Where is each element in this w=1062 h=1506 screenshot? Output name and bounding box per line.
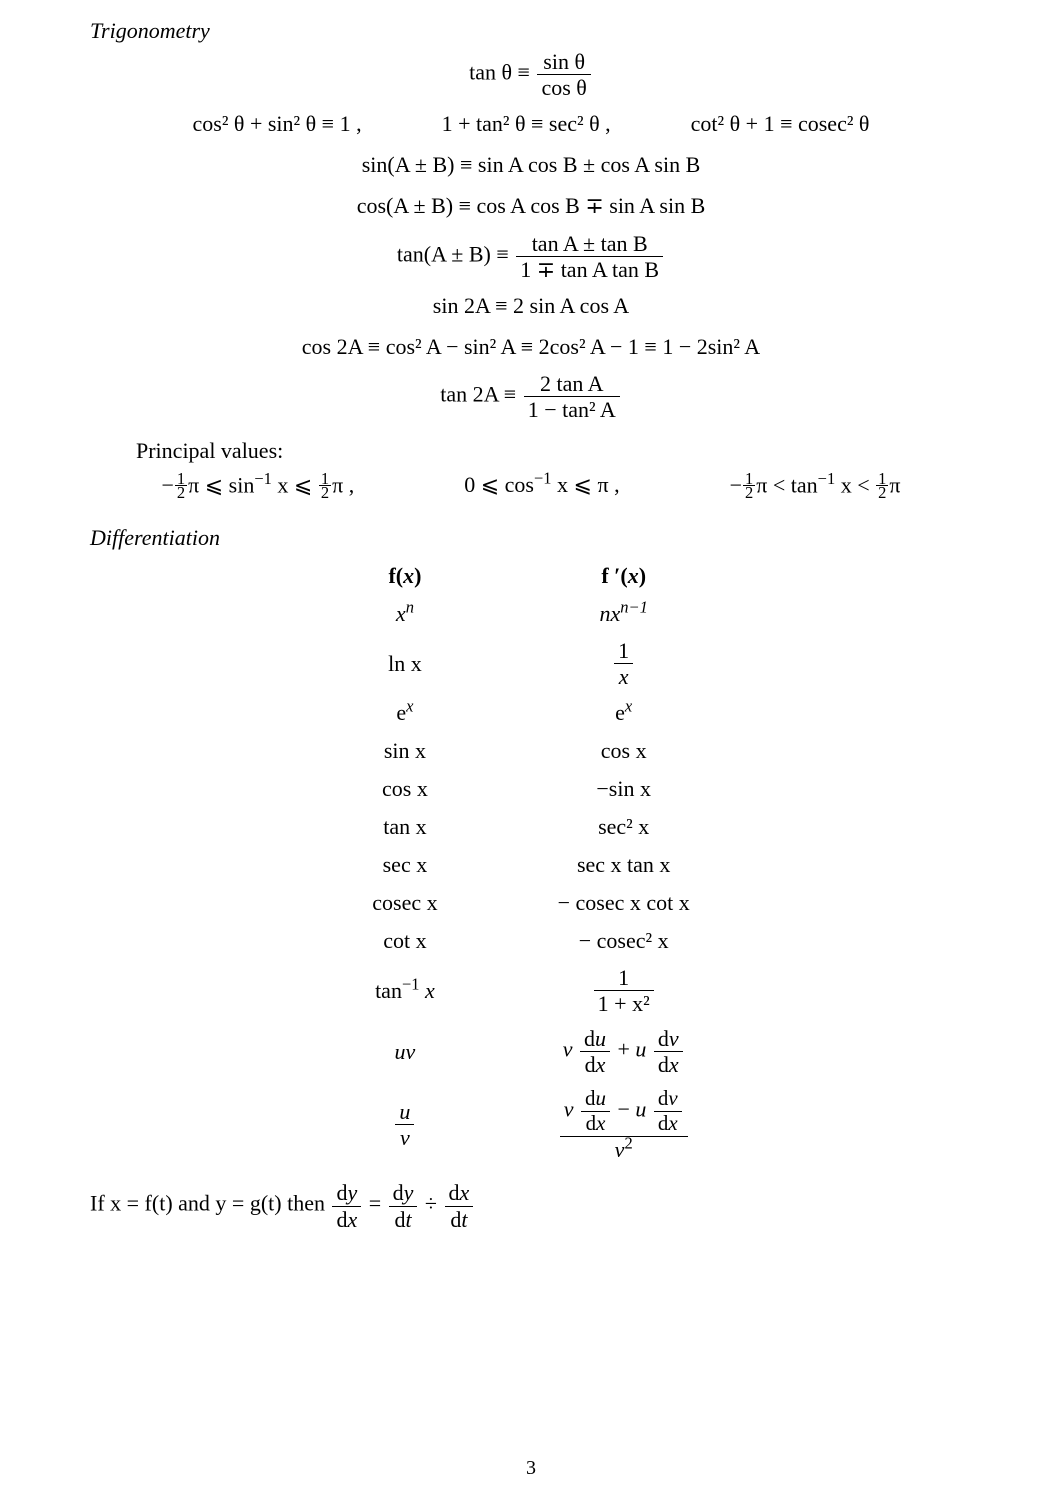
eq-sin-sum: sin(A ± B) ≡ sin A cos B ± cos A sin B xyxy=(90,150,972,181)
small-fraction: 12 xyxy=(175,472,187,499)
fraction: 1 1 + x² xyxy=(592,966,656,1015)
cell-fpx: v du dx − u dv dx v2 xyxy=(498,1082,750,1167)
eq-tan-def: tan θ ≡ sin θ cos θ xyxy=(90,50,972,99)
eq-text: 1 + tan² θ ≡ sec² θ , xyxy=(442,109,611,140)
cell-fpx: sec² x xyxy=(498,808,750,846)
eq-text: tan 2A ≡ xyxy=(440,382,516,407)
table-row: xn nxn−1 xyxy=(312,595,750,633)
cell-fx: xn xyxy=(312,595,497,633)
cell-fpx: 1 x xyxy=(498,633,750,694)
eq-cos-sum: cos(A ± B) ≡ cos A cos B ∓ sin A sin B xyxy=(90,191,972,222)
cell-fx: ln x xyxy=(312,633,497,694)
fraction: du dx xyxy=(579,1088,612,1135)
eq-text: cos² θ + sin² θ ≡ 1 , xyxy=(193,109,362,140)
chain-rule: If x = f(t) and y = g(t) then dy dx = dy… xyxy=(90,1181,972,1230)
small-fraction: 12 xyxy=(743,472,755,499)
principal-values-row: −12π ⩽ sin−1 x ⩽ 12π , 0 ⩽ cos−1 x ⩽ π ,… xyxy=(90,472,972,499)
cell-fx: tan−1 x xyxy=(312,960,497,1021)
cell-fx: cosec x xyxy=(312,884,497,922)
pv-arccos: 0 ⩽ cos−1 x ⩽ π , xyxy=(464,472,619,499)
section-title-trigonometry: Trigonometry xyxy=(90,18,972,44)
fraction: 2 tan A 1 − tan² A xyxy=(522,372,622,421)
table-row: sec x sec x tan x xyxy=(312,846,750,884)
fraction: du dx xyxy=(578,1027,612,1076)
header-fpx: f ′(x) xyxy=(498,557,750,595)
denominator: cos θ xyxy=(537,75,590,99)
fraction: sin θ cos θ xyxy=(535,50,592,99)
principal-values-label: Principal values: xyxy=(136,438,972,464)
table-row: ex ex xyxy=(312,694,750,732)
fraction: dy dt xyxy=(387,1181,420,1230)
section-title-differentiation: Differentiation xyxy=(90,525,972,551)
cell-fx: u v xyxy=(312,1082,497,1167)
cell-fpx: cos x xyxy=(498,732,750,770)
page: Trigonometry tan θ ≡ sin θ cos θ cos² θ … xyxy=(0,0,1062,1506)
cell-fx: uv xyxy=(312,1021,497,1082)
table-row: cot x − cosec² x xyxy=(312,922,750,960)
cell-fx: sin x xyxy=(312,732,497,770)
pv-arcsin: −12π ⩽ sin−1 x ⩽ 12π , xyxy=(161,472,354,499)
eq-text: tan θ ≡ xyxy=(469,60,530,85)
cell-fpx: − cosec² x xyxy=(498,922,750,960)
eq-cos2a: cos 2A ≡ cos² A − sin² A ≡ 2cos² A − 1 ≡… xyxy=(90,332,972,363)
fraction: dx dt xyxy=(443,1181,476,1230)
eq-tan-sum: tan(A ± B) ≡ tan A ± tan B 1 ∓ tan A tan… xyxy=(90,232,972,281)
cell-fx: cos x xyxy=(312,770,497,808)
eq-text: tan(A ± B) ≡ xyxy=(397,241,509,266)
numerator: 2 tan A xyxy=(524,372,620,397)
fraction: v du dx − u dv dx v2 xyxy=(558,1088,690,1161)
table-row: tan x sec² x xyxy=(312,808,750,846)
table-row: cosec x − cosec x cot x xyxy=(312,884,750,922)
fraction: u v xyxy=(393,1100,416,1149)
cell-fx: cot x xyxy=(312,922,497,960)
small-fraction: 12 xyxy=(876,472,888,499)
cell-fpx: ex xyxy=(498,694,750,732)
fraction: dv dx xyxy=(652,1088,684,1135)
table-row: tan−1 x 1 1 + x² xyxy=(312,960,750,1021)
cell-fx: sec x xyxy=(312,846,497,884)
table-row: sin x cos x xyxy=(312,732,750,770)
eq-text: cot² θ + 1 ≡ cosec² θ xyxy=(691,109,870,140)
fraction: 1 x xyxy=(612,639,635,688)
denominator: 1 ∓ tan A tan B xyxy=(516,257,663,281)
numerator: sin θ xyxy=(537,50,590,75)
fraction: dy dx xyxy=(330,1181,363,1230)
cell-fpx: 1 1 + x² xyxy=(498,960,750,1021)
page-number: 3 xyxy=(0,1457,1062,1480)
eq-sin2a: sin 2A ≡ 2 sin A cos A xyxy=(90,291,972,322)
table-header-row: f(x) f ′(x) xyxy=(312,557,750,595)
fraction: tan A ± tan B 1 ∓ tan A tan B xyxy=(514,232,665,281)
cell-fpx: nxn−1 xyxy=(498,595,750,633)
chain-rule-text: If x = f(t) and y = g(t) then xyxy=(90,1191,330,1216)
eq-tan2a: tan 2A ≡ 2 tan A 1 − tan² A xyxy=(90,372,972,421)
eq-pythagorean-row: cos² θ + sin² θ ≡ 1 , 1 + tan² θ ≡ sec² … xyxy=(90,109,972,140)
cell-fpx: sec x tan x xyxy=(498,846,750,884)
table-row: uv v du dx + u dv dx xyxy=(312,1021,750,1082)
small-fraction: 12 xyxy=(319,472,331,499)
cell-fpx: v du dx + u dv dx xyxy=(498,1021,750,1082)
cell-fpx: −sin x xyxy=(498,770,750,808)
cell-fx: tan x xyxy=(312,808,497,846)
table-row: cos x −sin x xyxy=(312,770,750,808)
table-row: u v v du dx − u dv dx xyxy=(312,1082,750,1167)
cell-fx: ex xyxy=(312,694,497,732)
trig-equations: tan θ ≡ sin θ cos θ cos² θ + sin² θ ≡ 1 … xyxy=(90,50,972,422)
cell-fpx: − cosec x cot x xyxy=(498,884,750,922)
denominator: 1 − tan² A xyxy=(524,397,620,421)
pv-arctan: −12π < tan−1 x < 12π xyxy=(730,472,901,499)
header-fx: f(x) xyxy=(312,557,497,595)
numerator: tan A ± tan B xyxy=(516,232,663,257)
differentiation-table: f(x) f ′(x) xn nxn−1 ln x 1 x ex ex sin … xyxy=(312,557,750,1168)
fraction: dv dx xyxy=(652,1027,685,1076)
table-row: ln x 1 x xyxy=(312,633,750,694)
